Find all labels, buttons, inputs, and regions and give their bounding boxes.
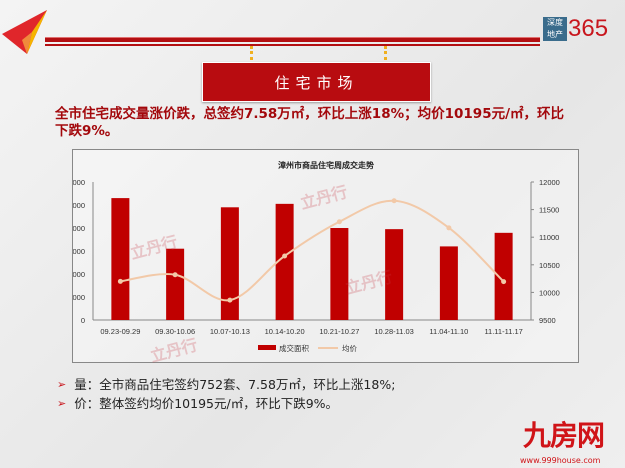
avg-price-point-6: [391, 198, 397, 204]
footer-logo: 九房网: [523, 419, 605, 452]
bar-8: [494, 232, 513, 320]
arrow-bullet-icon: ➢: [57, 397, 67, 410]
bar-2: [166, 248, 185, 320]
section-banner: 住宅市场: [202, 62, 431, 102]
x-tick-label: 10.28-11.03: [374, 327, 413, 336]
bar-6: [385, 229, 404, 320]
y-left-tick: 80000: [73, 224, 85, 233]
banner-hook: [250, 46, 254, 72]
arrow-bullet-icon: ➢: [57, 378, 67, 391]
avg-price-point-4: [282, 253, 288, 259]
header-rule-thin: [45, 44, 540, 46]
y-left-tick: 0: [81, 316, 85, 325]
y-right-tick: 11500: [539, 206, 559, 215]
avg-price-point-1: [117, 278, 123, 284]
y-right-tick: 11000: [539, 233, 559, 242]
x-tick-label: 09.30-10.06: [155, 327, 195, 336]
y-right-tick: 10500: [539, 261, 560, 270]
bullet-volume: ➢ 量：全市商品住宅签约752套、7.58万㎡，环比上涨18%;: [57, 377, 395, 393]
y-right-tick: 9500: [539, 316, 556, 325]
avg-price-point-8: [501, 279, 507, 285]
paper-plane-icon: [2, 10, 47, 54]
bullet-price: ➢ 价：整体签约均价10195元/㎡，环比下跌9%。: [57, 396, 338, 412]
y-right-tick: 10000: [539, 288, 560, 297]
avg-price-line: [120, 199, 505, 302]
avg-price-point-2: [172, 272, 178, 278]
bar-4: [275, 203, 294, 320]
x-tick-label: 11.11-11.17: [484, 327, 522, 336]
bar-7: [439, 246, 458, 320]
avg-price-point-3: [227, 297, 233, 303]
brand-logo: 深度地产 365: [543, 17, 608, 41]
legend-bar-label: 成交面积: [279, 343, 309, 353]
x-tick-label: 10.07-10.13: [210, 327, 250, 336]
x-tick-label: 11.04-11.10: [429, 327, 468, 336]
headline: 全市住宅成交量涨价跌，总签约7.58万㎡，环比上涨18%；均价10195元/㎡，…: [55, 106, 565, 139]
y-left-tick: 40000: [73, 270, 85, 279]
brand-box-top: 深度: [547, 18, 563, 27]
bullet-text: 量：全市商品住宅签约752套、7.58万㎡，环比上涨18%;: [74, 377, 396, 392]
banner-hook: [384, 46, 388, 72]
footer-url[interactable]: www.999house.com: [520, 456, 601, 465]
x-tick-label: 09.23-09.29: [100, 327, 140, 336]
legend-line-label: 均价: [342, 343, 357, 353]
bullet-text: 价：整体签约均价10195元/㎡，环比下跌9%。: [74, 396, 339, 411]
y-left-tick: 60000: [73, 247, 85, 256]
legend-bar-swatch: [258, 345, 276, 350]
header-rule: [45, 37, 540, 42]
bar-1: [111, 198, 130, 320]
avg-price-point-5: [336, 219, 342, 225]
y-right-tick: 12000: [539, 178, 560, 187]
brand-number: 365: [568, 15, 609, 42]
y-left-tick: 100000: [73, 201, 85, 210]
x-tick-label: 10.14-10.20: [265, 327, 305, 336]
avg-price-point-7: [446, 225, 452, 231]
x-tick-label: 10.21-10.27: [319, 327, 359, 336]
brand-box-bottom: 地产: [547, 30, 563, 39]
bar-3: [220, 207, 239, 320]
chart-title: 漳州市商品住宅周成交走势: [278, 160, 374, 170]
bar-5: [330, 228, 349, 320]
